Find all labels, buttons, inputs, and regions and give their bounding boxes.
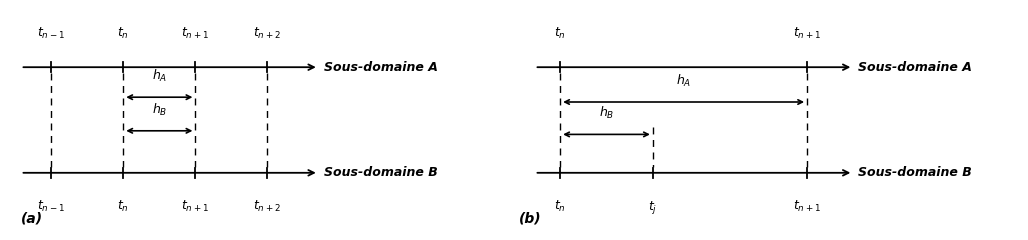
Text: $t_{n+1}$: $t_{n+1}$ [793, 199, 821, 214]
Text: (b): (b) [519, 212, 542, 226]
Text: Sous-domaine A: Sous-domaine A [324, 61, 438, 74]
Text: (a): (a) [21, 212, 43, 226]
Text: Sous-domaine B: Sous-domaine B [324, 166, 438, 179]
Text: $h_B$: $h_B$ [599, 105, 614, 121]
Text: $h_A$: $h_A$ [152, 68, 167, 84]
Text: $t_{n+1}$: $t_{n+1}$ [181, 199, 210, 214]
Text: $t_{n+2}$: $t_{n+2}$ [253, 199, 282, 214]
Text: Sous-domaine B: Sous-domaine B [858, 166, 972, 179]
Text: $t_{n-1}$: $t_{n-1}$ [37, 26, 66, 41]
Text: $t_{n+1}$: $t_{n+1}$ [181, 26, 210, 41]
Text: $t_{n+2}$: $t_{n+2}$ [253, 26, 282, 41]
Text: $t_n$: $t_n$ [117, 199, 130, 214]
Text: $t_{n-1}$: $t_{n-1}$ [37, 199, 66, 214]
Text: $h_A$: $h_A$ [676, 73, 691, 89]
Text: Sous-domaine A: Sous-domaine A [858, 61, 972, 74]
Text: $h_B$: $h_B$ [152, 102, 167, 118]
Text: $t_j$: $t_j$ [648, 199, 658, 216]
Text: $t_{n+1}$: $t_{n+1}$ [793, 26, 821, 41]
Text: $t_n$: $t_n$ [554, 26, 566, 41]
Text: $t_n$: $t_n$ [117, 26, 130, 41]
Text: $t_n$: $t_n$ [554, 199, 566, 214]
